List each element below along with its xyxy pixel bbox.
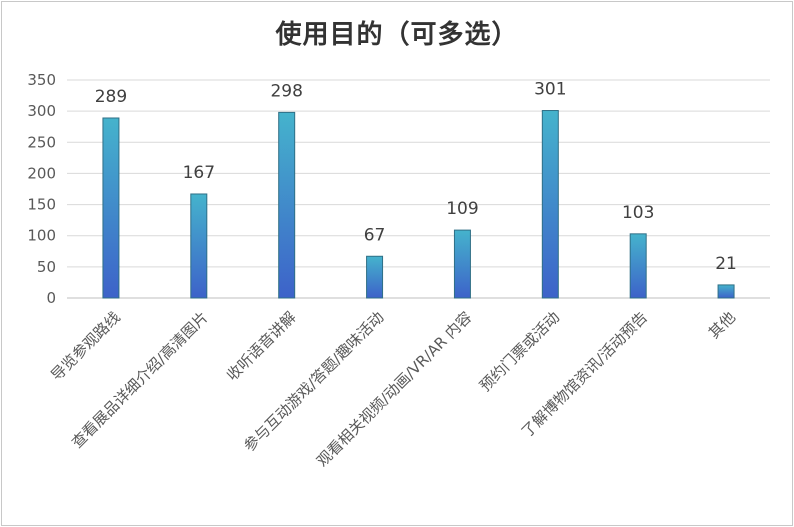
bar <box>190 193 208 299</box>
data-label: 67 <box>364 225 386 245</box>
y-tick-label: 50 <box>37 258 56 276</box>
y-axis-ticks: 0 50 100 150 200 250 300 350 <box>27 71 56 307</box>
bar <box>102 117 120 299</box>
bar <box>541 110 559 299</box>
bar <box>629 233 647 299</box>
category-label: 其他 <box>705 308 739 342</box>
data-label: 103 <box>622 203 654 223</box>
y-tick-label: 150 <box>27 196 56 214</box>
data-label: 289 <box>95 87 127 107</box>
y-tick-label: 300 <box>27 102 56 120</box>
data-labels: 289 167 298 67 109 301 103 21 <box>95 80 737 274</box>
bars <box>102 110 735 299</box>
bar <box>278 111 296 299</box>
category-label: 观看相关视频/动画/VR/AR 内容 <box>313 308 475 470</box>
y-tick-label: 350 <box>27 71 56 89</box>
y-tick-label: 0 <box>46 289 56 307</box>
data-label: 301 <box>534 80 566 100</box>
bar <box>366 255 384 299</box>
category-label: 预约门票或活动 <box>476 308 563 395</box>
chart-title: 使用目的（可多选） <box>275 20 519 50</box>
y-tick-label: 250 <box>27 133 56 151</box>
bar <box>453 229 471 299</box>
gridlines <box>67 79 770 299</box>
bar <box>717 284 735 299</box>
category-label: 收听语音讲解 <box>223 308 299 384</box>
category-label: 导览参观路线 <box>47 308 123 384</box>
data-label: 167 <box>183 163 215 183</box>
y-tick-label: 200 <box>27 164 56 182</box>
data-label: 21 <box>715 254 737 274</box>
data-label: 298 <box>270 81 302 101</box>
category-label: 参与互动游戏/答题/趣味活动 <box>240 308 387 455</box>
y-tick-label: 100 <box>27 227 56 245</box>
data-label: 109 <box>446 199 478 219</box>
